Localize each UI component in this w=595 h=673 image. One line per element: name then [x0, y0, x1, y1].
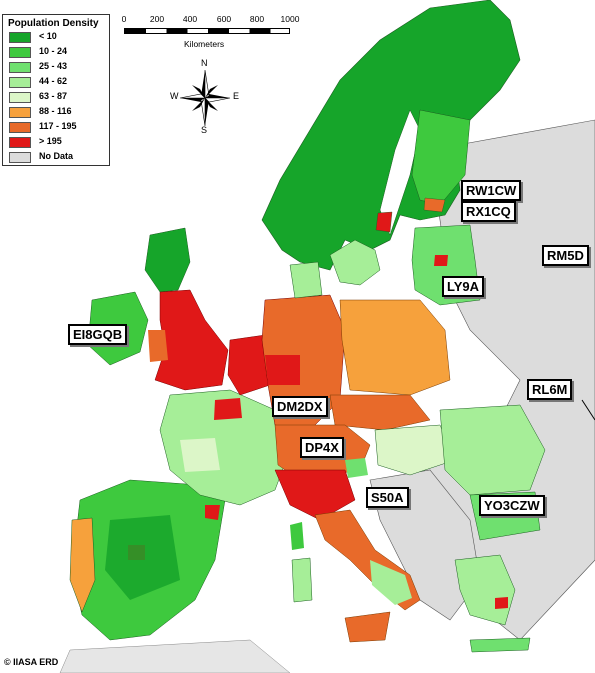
- region-ruhr: [265, 355, 300, 385]
- region-czech-slovak: [329, 394, 431, 431]
- region-poland: [339, 299, 451, 396]
- scale-bar: 0 200 400 600 800 1000 Kilometers: [112, 14, 302, 54]
- region-south-sweden: [329, 239, 381, 286]
- scale-tick: 600: [216, 14, 232, 24]
- legend-swatch: [9, 137, 31, 148]
- region-slovenia: [345, 458, 368, 478]
- region-athens: [495, 597, 508, 609]
- region-france: [159, 389, 291, 506]
- legend-swatch: [9, 77, 31, 88]
- copyright-text: © IIASA ERD: [4, 657, 59, 667]
- region-benelux: [227, 334, 271, 396]
- compass-north: N: [201, 58, 208, 68]
- region-corsica: [290, 522, 304, 550]
- legend-swatch: [9, 47, 31, 58]
- scale-unit: Kilometers: [184, 39, 225, 49]
- region-romania: [439, 404, 546, 496]
- scale-bar-graphic: [124, 28, 290, 34]
- scale-tick: 1000: [280, 14, 300, 24]
- region-stockholm: [375, 211, 393, 233]
- compass-south: S: [201, 125, 208, 135]
- legend-label: 88 - 116: [39, 106, 72, 116]
- region-portugal: [69, 517, 96, 613]
- compass-rose-icon: N S W E: [170, 58, 240, 138]
- legend-swatch: [9, 92, 31, 103]
- callsign-label: S50A: [366, 487, 409, 508]
- legend-swatch: [9, 32, 31, 43]
- legend-label: 117 - 195: [39, 121, 77, 131]
- compass-east: E: [233, 91, 240, 101]
- region-scotland: [144, 227, 191, 293]
- legend-label: 63 - 87: [39, 91, 68, 101]
- legend-title: Population Density: [8, 18, 99, 29]
- callsign-label: DM2DX: [272, 396, 328, 417]
- scale-tick: 800: [249, 14, 265, 24]
- legend-label: < 10: [39, 31, 57, 41]
- no-data-region-north-africa: [59, 639, 291, 673]
- callsign-label: RW1CW: [461, 180, 522, 201]
- region-hungary: [374, 424, 456, 476]
- region-italy-south: [370, 560, 412, 605]
- region-italy-north: [274, 469, 356, 521]
- region-paris: [214, 398, 242, 420]
- legend-label: 44 - 62: [39, 76, 68, 86]
- legend-swatch: [9, 122, 31, 133]
- region-wales: [148, 330, 168, 362]
- callsign-label: RM5D: [542, 245, 589, 266]
- callsign-label: YO3CZW: [479, 495, 545, 516]
- legend-label: > 195: [39, 136, 62, 146]
- scale-tick: 0: [121, 14, 127, 24]
- region-denmark: [289, 261, 323, 299]
- scale-tick: 400: [182, 14, 198, 24]
- callsign-label: DP4X: [300, 437, 344, 458]
- rl6m-pointer: [581, 399, 595, 421]
- region-crete: [469, 637, 531, 653]
- callsign-label: RL6M: [527, 379, 573, 400]
- region-sardinia: [291, 557, 313, 603]
- legend-label: No Data: [39, 151, 74, 161]
- legend-swatch: [9, 152, 31, 163]
- legend-label: 10 - 24: [39, 46, 68, 56]
- region-france-mix: [180, 438, 220, 472]
- legend-swatch: [9, 107, 31, 118]
- region-riga: [434, 255, 448, 266]
- compass-star-icon: [179, 69, 231, 127]
- legend-label: 25 - 43: [39, 61, 68, 71]
- region-barcelona: [205, 505, 220, 520]
- region-helsinki: [423, 197, 446, 213]
- callsign-label: RX1CQ: [461, 201, 516, 222]
- scale-tick: 200: [149, 14, 165, 24]
- region-sicily: [344, 611, 391, 643]
- compass-west: W: [170, 91, 179, 101]
- callsign-label: LY9A: [442, 276, 485, 297]
- callsign-label: EI8GQB: [68, 324, 128, 345]
- legend-swatch: [9, 62, 31, 73]
- region-iberia-central: [105, 515, 180, 600]
- legend: Population Density < 10 10 - 24 25 - 43 …: [2, 14, 110, 166]
